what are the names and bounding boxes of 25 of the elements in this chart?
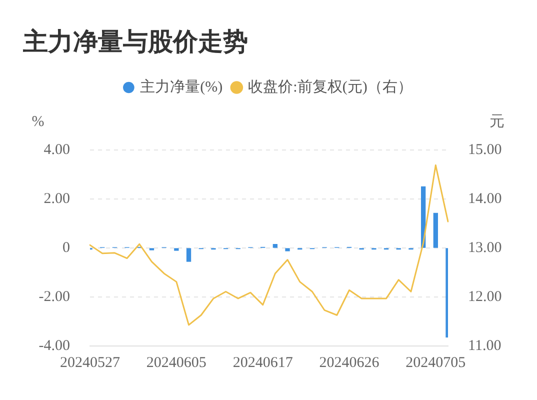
legend-label: 收盘价:前复权(元)（右） bbox=[248, 78, 412, 96]
x-tick-label: 20240527 bbox=[60, 354, 120, 371]
y-tick-label: 4.00 bbox=[44, 142, 70, 158]
bar bbox=[186, 248, 192, 262]
y-tick-label: -4.00 bbox=[38, 338, 70, 354]
y2-tick-label: 13.00 bbox=[468, 240, 502, 256]
bar bbox=[174, 248, 179, 251]
bar bbox=[285, 248, 290, 252]
bar bbox=[272, 244, 278, 248]
y-tick-label: -2.00 bbox=[38, 288, 70, 305]
y-tick-label: 2.00 bbox=[44, 190, 70, 207]
x-tick-label: 20240605 bbox=[146, 354, 206, 371]
y-tick-label: 0 bbox=[62, 240, 70, 256]
y-axis-title: % bbox=[32, 114, 44, 130]
y2-tick-label: 14.00 bbox=[468, 190, 502, 207]
x-tick-label: 20240617 bbox=[232, 354, 294, 371]
chart-title: 主力净量与股价走势 bbox=[23, 27, 248, 57]
x-tick-label: 20240626 bbox=[319, 354, 380, 371]
y2-tick-label: 15.00 bbox=[468, 142, 502, 158]
y2-tick-label: 11.00 bbox=[468, 338, 502, 354]
bar bbox=[433, 212, 438, 248]
y2-axis-title: 元 bbox=[490, 114, 504, 130]
x-tick-label: 20240705 bbox=[406, 354, 466, 371]
y2-tick-label: 12.00 bbox=[468, 288, 502, 305]
legend-label: 主力净量(%) bbox=[140, 78, 223, 96]
